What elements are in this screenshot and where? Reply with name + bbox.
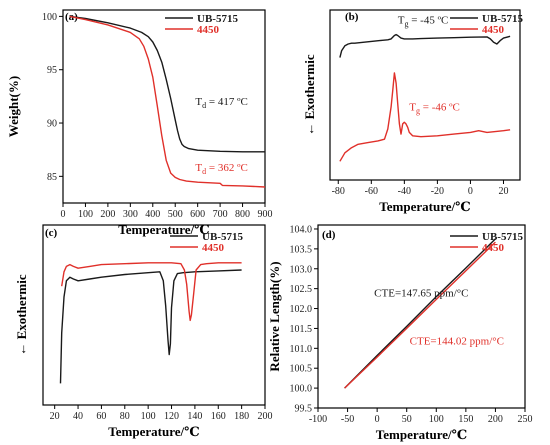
plot-frame-a (62, 9, 266, 204)
x-tick-label-d: 200 (488, 414, 503, 425)
x-axis-label-d: Temperature/℃ (376, 427, 467, 442)
x-tick-label-c: 140 (187, 411, 202, 422)
y-axis-label-text-c: Exothermic (14, 274, 29, 339)
plot-frame-c (42, 224, 266, 406)
x-tick-label-d: 100 (429, 414, 444, 425)
x-tick-label-c: 180 (234, 411, 249, 422)
x-tick-label-a: 700 (213, 209, 228, 220)
x-axis-label-a: Temperature/℃ (118, 222, 209, 237)
y-tick-label-d: 102.5 (290, 284, 313, 295)
legend-entry-a-4450: 4450 (197, 24, 220, 36)
legend-entry-a-ub-5715: UB-5715 (197, 13, 238, 25)
panel-label-c: (c) (45, 227, 58, 239)
annotation-d-1: CTE=144.02 ppm/°C (410, 335, 504, 347)
x-tick-label-a: 900 (258, 209, 273, 220)
x-tick-label-a: 500 (168, 209, 183, 220)
annotation-d-0: CTE=147.65 ppm/°C (374, 288, 468, 300)
legend-entry-b-ub-5715: UB-5715 (482, 13, 523, 25)
legend-entry-c-4450: 4450 (202, 242, 225, 254)
y-tick-label-d: 102.0 (290, 304, 313, 315)
series-line-a-ub-5715 (69, 15, 265, 153)
x-tick-label-b: 0 (468, 186, 473, 197)
x-tick-label-b: -80 (332, 186, 345, 197)
y-tick-label-a: 100 (42, 12, 57, 23)
series-line-c-4450 (61, 262, 242, 322)
y-axis-label-d: Relative Length(%) (267, 261, 282, 371)
x-tick-label-a: 100 (78, 209, 93, 220)
legend-entry-b-4450: 4450 (482, 24, 505, 36)
series-line-c-ub-5715 (59, 269, 242, 384)
panel-label-d: (d) (322, 229, 336, 241)
x-tick-label-a: 800 (235, 209, 250, 220)
x-tick-label-b: 20 (498, 186, 508, 197)
y-axis-label-b: ← Exothermic (302, 54, 317, 135)
x-tick-label-d: -50 (341, 414, 354, 425)
legend-entry-d-ub-5715: UB-5715 (482, 231, 523, 243)
x-tick-label-b: -40 (398, 186, 411, 197)
y-tick-label-a: 85 (47, 172, 57, 183)
x-tick-label-c: 160 (211, 411, 226, 422)
y-axis-label-c: ← Exothermic (14, 274, 29, 355)
series-line-d-4450 (344, 241, 496, 389)
x-axis-label-b: Temperature/℃ (379, 199, 470, 214)
x-tick-label-c: 200 (258, 411, 273, 422)
x-tick-label-c: 20 (50, 411, 60, 422)
x-tick-label-c: 40 (73, 411, 83, 422)
y-tick-label-d: 103.5 (290, 244, 313, 255)
legend-entry-d-4450: 4450 (482, 242, 505, 254)
x-tick-label-a: 0 (61, 209, 66, 220)
annotation-b-0: Tg = -45 ºC (398, 15, 449, 29)
x-tick-label-d: -100 (309, 414, 327, 425)
legend-entry-c-ub-5715: UB-5715 (202, 231, 243, 243)
y-tick-label-d: 99.5 (295, 404, 313, 415)
exothermic-arrow-icon: ← (14, 339, 29, 355)
x-tick-label-d: 250 (518, 414, 533, 425)
y-tick-label-d: 100.5 (290, 364, 313, 375)
y-tick-label-d: 101.0 (290, 344, 313, 355)
x-tick-label-d: 150 (458, 414, 473, 425)
y-axis-label-a: Weight(%) (6, 76, 21, 137)
y-tick-label-d: 104.0 (290, 224, 313, 235)
panel-label-b: (b) (345, 11, 359, 23)
x-tick-label-a: 300 (123, 209, 138, 220)
x-tick-label-d: 0 (375, 414, 380, 425)
y-axis-label-text-b: Exothermic (302, 54, 317, 119)
y-tick-label-a: 95 (47, 65, 57, 76)
x-tick-label-c: 80 (120, 411, 130, 422)
annotation-b-1: Tg = -46 ºC (409, 101, 460, 115)
exothermic-arrow-icon: ← (302, 119, 317, 135)
x-axis-label-c: Temperature/℃ (108, 424, 199, 439)
y-tick-label-a: 90 (47, 119, 57, 130)
series-line-b-ub-5715 (339, 33, 511, 58)
series-line-a-4450 (69, 15, 266, 188)
x-tick-label-c: 120 (164, 411, 179, 422)
annotation-a-1: Td = 362 ºC (195, 162, 247, 176)
plot-frame-b (329, 9, 521, 181)
series-line-b-4450 (339, 72, 511, 162)
x-tick-label-b: -20 (431, 186, 444, 197)
y-tick-label-d: 101.5 (290, 324, 313, 335)
series-line-d-ub-5715 (344, 238, 496, 389)
x-tick-label-b: -60 (365, 186, 378, 197)
y-tick-label-d: 103.0 (290, 264, 313, 275)
x-tick-label-c: 100 (141, 411, 156, 422)
annotation-a-0: Td = 417 ºC (195, 96, 247, 110)
x-tick-label-a: 600 (190, 209, 205, 220)
plot-frame-d (317, 224, 526, 409)
x-tick-label-d: 50 (402, 414, 412, 425)
x-tick-label-a: 200 (100, 209, 115, 220)
y-tick-label-d: 100.0 (290, 384, 313, 395)
x-tick-label-a: 400 (145, 209, 160, 220)
x-tick-label-c: 60 (96, 411, 106, 422)
